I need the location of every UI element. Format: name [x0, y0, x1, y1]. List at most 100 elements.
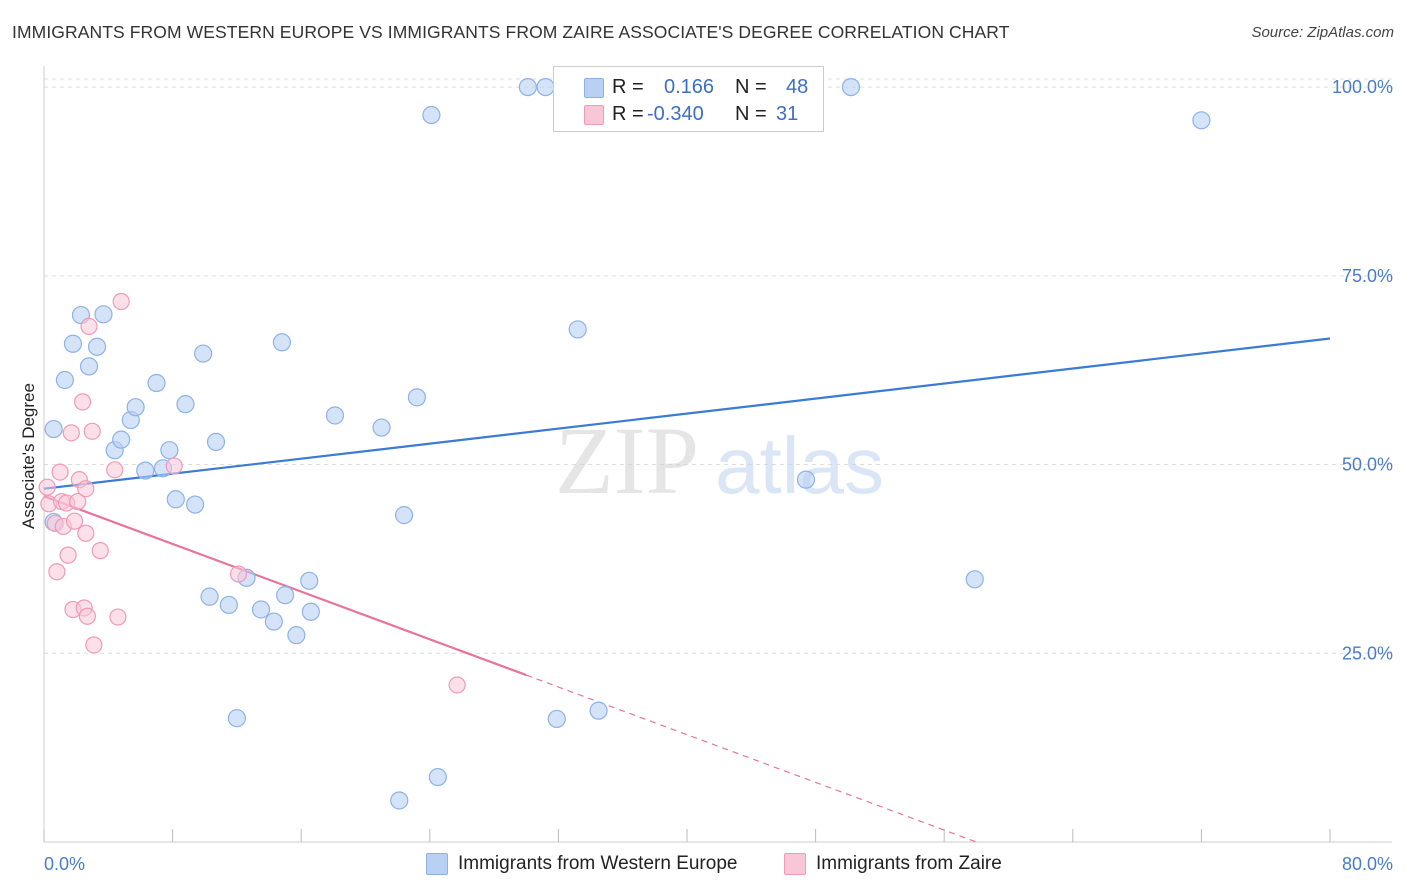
point-zaire [73, 393, 92, 411]
trend-line-zaire [43, 495, 527, 677]
legend-swatch-blue [584, 78, 604, 98]
x-tick-max: 80.0% [1342, 854, 1393, 874]
bottom-legend-label: Immigrants from Western Europe [458, 853, 738, 874]
legend-row-western-europe: R = 0.166 N = 48 [554, 73, 823, 101]
point-western-europe [55, 370, 74, 390]
point-zaire [109, 608, 127, 626]
trend-lines [43, 337, 1331, 843]
point-western-europe [219, 595, 238, 615]
point-western-europe [301, 602, 320, 621]
watermark: ZIP atlas [555, 407, 884, 514]
point-western-europe [300, 571, 319, 590]
point-zaire [51, 463, 69, 481]
point-western-europe [407, 388, 427, 407]
point-western-europe [176, 395, 195, 414]
point-western-europe [272, 333, 292, 352]
bottom-legend-label: Immigrants from Zaire [816, 853, 1002, 874]
point-zaire [106, 461, 124, 479]
point-western-europe [422, 105, 441, 125]
gridlines [44, 78, 1392, 654]
y-axis-title: Associate's Degree [19, 383, 38, 529]
point-western-europe [841, 77, 861, 97]
point-western-europe [536, 77, 555, 97]
watermark-atlas: atlas [715, 421, 884, 510]
legend-n-label: N = [735, 102, 767, 125]
legend-n-value: 48 [786, 75, 809, 98]
point-zaire [229, 565, 248, 583]
point-western-europe [251, 600, 271, 619]
point-western-europe [160, 441, 179, 460]
point-zaire [112, 292, 130, 311]
x-tick-min: 0.0% [44, 854, 85, 874]
point-western-europe [796, 470, 816, 489]
point-western-europe [965, 570, 984, 589]
bottom-legend-zaire: Immigrants from Zaire [784, 852, 1002, 876]
bottom-legend-swatch-blue [426, 853, 448, 875]
point-western-europe [276, 586, 295, 605]
bottom-legend-swatch-pink [784, 853, 806, 875]
point-western-europe [390, 791, 409, 810]
legend-r-label: R = [612, 102, 644, 125]
point-western-europe [186, 495, 205, 514]
legend-n-value: 31 [776, 102, 799, 125]
axes [43, 66, 1392, 843]
point-western-europe [372, 418, 391, 437]
point-western-europe [136, 461, 155, 480]
point-zaire [85, 636, 103, 654]
point-western-europe [79, 357, 99, 376]
y-tick-labels: 25.0% 50.0% 75.0% 100.0% [1332, 77, 1393, 663]
point-western-europe [428, 767, 447, 787]
legend-r-value: -0.340 [647, 102, 704, 125]
point-western-europe [1192, 111, 1211, 130]
point-western-europe [227, 709, 246, 728]
point-zaire [448, 676, 466, 694]
y-tick-label: 25.0% [1342, 643, 1393, 663]
point-western-europe [166, 490, 185, 509]
point-western-europe [325, 406, 345, 425]
point-western-europe [126, 398, 145, 417]
legend-r-value: 0.166 [664, 75, 715, 98]
point-western-europe [94, 305, 113, 324]
y-tick-label: 75.0% [1342, 266, 1393, 286]
point-western-europe [63, 334, 83, 353]
point-western-europe [194, 344, 213, 363]
legend-r-label: R = [612, 75, 644, 98]
point-western-europe [518, 77, 537, 97]
legend-row-zaire: R = -0.340 N = 31 [554, 100, 823, 128]
legend-n-label: N = [735, 75, 767, 98]
point-zaire [38, 478, 56, 496]
trend-line-western-europe [43, 337, 1331, 490]
point-zaire [69, 492, 87, 511]
trend-line-zaire-extrapolated [526, 674, 977, 843]
series-western-europe [44, 77, 1211, 810]
correlation-legend: R = 0.166 N = 48 R = -0.340 N = 31 [553, 66, 824, 132]
point-western-europe [394, 506, 414, 525]
point-zaire [165, 457, 183, 475]
point-zaire [62, 424, 80, 442]
point-western-europe [568, 320, 587, 339]
point-zaire [78, 607, 97, 625]
point-western-europe [200, 587, 219, 606]
point-zaire [77, 524, 95, 542]
point-zaire [59, 546, 77, 564]
point-zaire [80, 317, 98, 336]
point-zaire [91, 542, 109, 560]
y-tick-label: 100.0% [1332, 77, 1393, 97]
point-western-europe [287, 626, 306, 645]
legend-swatch-pink [584, 105, 604, 125]
point-western-europe [44, 419, 63, 439]
point-western-europe [112, 430, 131, 449]
series-zaire [38, 292, 466, 694]
point-western-europe [87, 337, 107, 356]
chart-title: IMMIGRANTS FROM WESTERN EUROPE VS IMMIGR… [12, 22, 1010, 42]
bottom-legend-western-europe: Immigrants from Western Europe [426, 852, 737, 876]
y-tick-label: 50.0% [1342, 455, 1393, 475]
point-zaire [48, 563, 66, 581]
watermark-zip: ZIP [555, 407, 699, 514]
point-zaire [83, 422, 101, 440]
source-credit: Source: ZipAtlas.com [1251, 24, 1394, 41]
point-western-europe [264, 612, 283, 631]
point-western-europe [147, 373, 166, 393]
point-western-europe [206, 432, 226, 452]
